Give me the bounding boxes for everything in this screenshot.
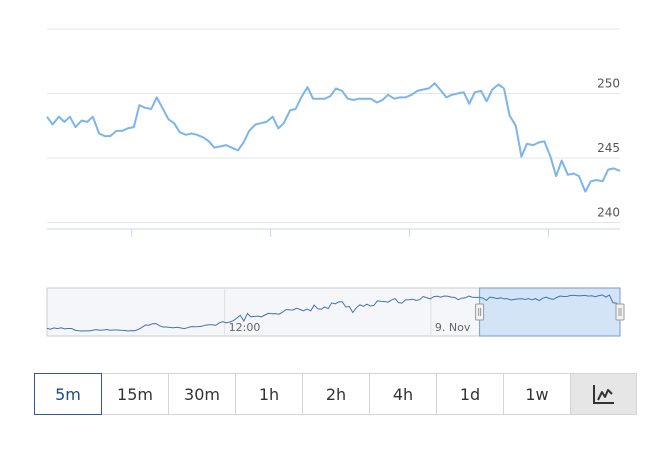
price-line-chart: 240 245 250 04:00 06:00 08:00 10:00 bbox=[46, 28, 621, 240]
range-button-2h[interactable]: 2h bbox=[302, 373, 370, 415]
x-axis-ticks: 04:00 06:00 08:00 10:00 bbox=[114, 229, 566, 240]
x-tick-label: 04:00 bbox=[114, 239, 149, 240]
handle-grip[interactable] bbox=[615, 303, 625, 321]
range-button-15m[interactable]: 15m bbox=[101, 373, 169, 415]
x-tick-label: 10:00 bbox=[531, 239, 566, 240]
range-selector: 5m 15m 30m 1h 2h 4h 1d 1w bbox=[34, 373, 637, 415]
navigator-handle-right[interactable] bbox=[615, 303, 625, 321]
navigator-handle-left[interactable] bbox=[475, 303, 485, 321]
navigator-series-line bbox=[46, 294, 621, 332]
y-tick-label: 250 bbox=[597, 77, 620, 91]
range-button-4h[interactable]: 4h bbox=[369, 373, 437, 415]
y-axis-labels: 240 245 250 bbox=[597, 77, 620, 220]
navigator-grid bbox=[224, 288, 432, 336]
grid-lines bbox=[47, 28, 620, 224]
chart-type-button[interactable] bbox=[570, 373, 637, 415]
x-tick-label: 06:00 bbox=[253, 239, 288, 240]
range-button-1w[interactable]: 1w bbox=[503, 373, 571, 415]
range-button-30m[interactable]: 30m bbox=[168, 373, 236, 415]
range-button-1h[interactable]: 1h bbox=[235, 373, 303, 415]
x-tick-label: 08:00 bbox=[392, 239, 427, 240]
y-tick-label: 240 bbox=[597, 206, 620, 220]
series-line-price bbox=[46, 82, 621, 193]
line-chart-icon bbox=[592, 385, 614, 404]
navigator[interactable]: 12:00 9. Nov bbox=[0, 0, 670, 350]
navigator-x-labels: 12:00 9. Nov bbox=[229, 321, 471, 334]
handle-grip[interactable] bbox=[475, 303, 485, 321]
range-button-1d[interactable]: 1d bbox=[436, 373, 504, 415]
navigator-x-label: 9. Nov bbox=[435, 321, 471, 334]
range-button-5m[interactable]: 5m bbox=[34, 373, 102, 415]
navigator-x-label: 12:00 bbox=[229, 321, 261, 334]
y-tick-label: 245 bbox=[597, 141, 620, 155]
